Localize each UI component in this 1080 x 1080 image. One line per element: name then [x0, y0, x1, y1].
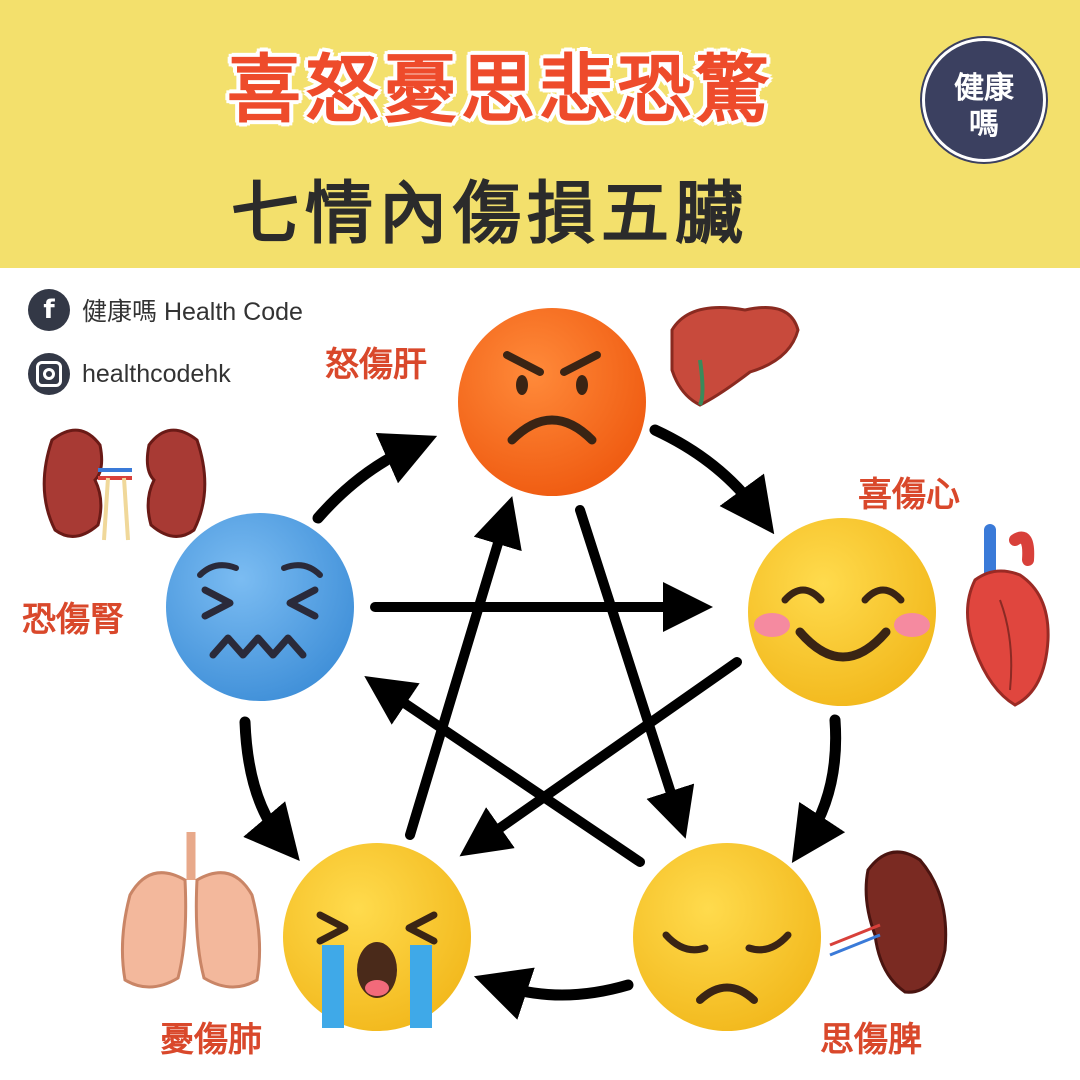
page-title: 喜怒憂思悲恐驚 — [227, 47, 773, 133]
label-worry-lung: 憂傷肺 — [160, 1020, 262, 1060]
arrow-anger-to-thought — [575, 505, 695, 839]
header-banner: 喜怒憂思悲恐驚 七情內傷損五臟 健康 嗎 — [0, 0, 1080, 268]
fearful-face-icon — [166, 513, 354, 701]
instagram-handle: healthcodehk — [82, 359, 231, 388]
label-fear-kidney: 恐傷腎 — [22, 600, 124, 640]
heart-icon — [966, 524, 1050, 707]
arrow-joy-to-worry — [459, 657, 742, 857]
crying-face-icon — [283, 843, 471, 1031]
lungs-icon — [120, 832, 262, 989]
facebook-link[interactable]: f 健康嗎 Health Code — [28, 288, 303, 332]
arrow-fear-to-anger — [312, 432, 438, 524]
arrow-worry-to-anger — [405, 496, 522, 840]
arrow-joy-to-thought — [791, 714, 846, 863]
label-thought-spleen: 思傷脾 — [820, 1020, 922, 1060]
arrow-thought-to-fear — [364, 676, 645, 867]
instagram-link[interactable]: healthcodehk — [28, 352, 231, 396]
label-joy-heart: 喜傷心 — [858, 475, 960, 515]
brand-logo-line1: 健康 — [954, 71, 1014, 106]
arrow-anger-to-joy — [649, 424, 775, 535]
label-anger-liver: 怒傷肝 — [325, 345, 427, 385]
instagram-icon — [28, 353, 70, 395]
brand-logo-line2: 嗎 — [969, 107, 999, 142]
spleen-icon — [829, 850, 948, 994]
outer-cycle-arrows — [239, 424, 846, 1020]
worried-face-icon — [633, 843, 821, 1031]
page-subtitle: 七情內傷損五臟 — [230, 175, 749, 254]
kidneys-icon — [42, 428, 207, 541]
arrow-fear-to-worry — [239, 716, 300, 861]
smiling-face-icon — [748, 518, 936, 706]
arrow-thought-to-worry — [473, 967, 634, 1020]
star-arrows — [364, 496, 742, 867]
brand-logo: 健康 嗎 — [922, 38, 1046, 162]
facebook-icon: f — [28, 289, 70, 331]
facebook-handle: 健康嗎 Health Code — [82, 298, 303, 326]
angry-face-icon — [458, 308, 646, 496]
liver-icon — [670, 306, 800, 407]
